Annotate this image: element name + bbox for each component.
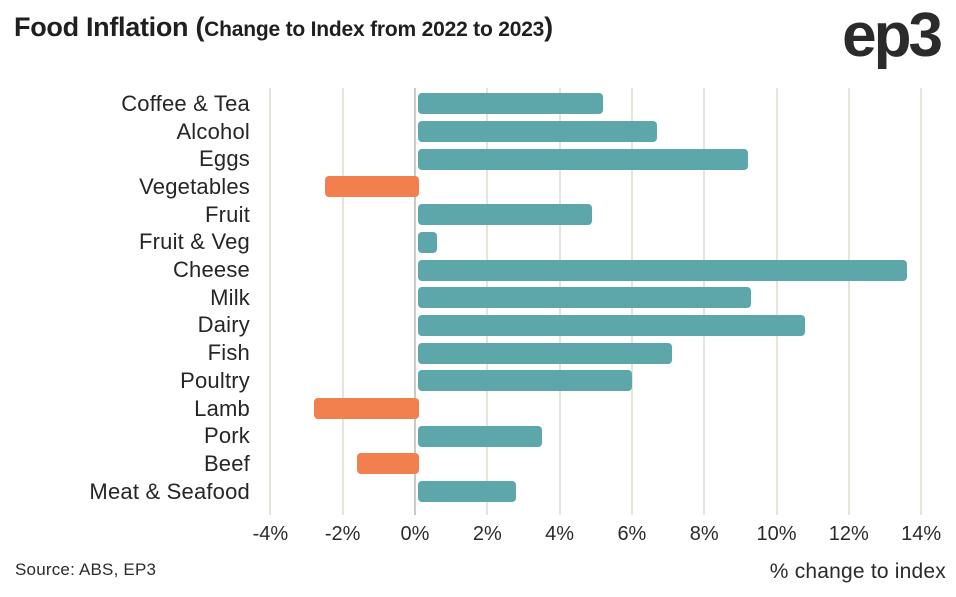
bar bbox=[418, 121, 658, 143]
source-caption: Source: ABS, EP3 bbox=[15, 560, 157, 579]
gridline bbox=[847, 88, 850, 515]
x-tick-label: 12% bbox=[828, 523, 869, 545]
gridline bbox=[269, 88, 272, 515]
bar bbox=[357, 453, 419, 475]
bar bbox=[418, 259, 907, 281]
gridline bbox=[920, 88, 923, 515]
x-tick-label: 14% bbox=[901, 523, 942, 545]
category-label: Lamb bbox=[194, 395, 250, 421]
gridline bbox=[341, 88, 344, 515]
category-label: Eggs bbox=[199, 146, 250, 172]
category-label: Fruit bbox=[205, 201, 250, 227]
bar bbox=[418, 425, 542, 447]
x-tick-label: 0% bbox=[400, 523, 430, 545]
bar bbox=[418, 342, 672, 364]
x-tick-label: 10% bbox=[756, 523, 797, 545]
bar bbox=[418, 370, 632, 392]
category-label: Pork bbox=[203, 423, 250, 449]
category-label: Alcohol bbox=[176, 118, 250, 144]
zero-gridline bbox=[414, 88, 416, 515]
bar bbox=[324, 176, 419, 198]
category-label: Beef bbox=[203, 450, 250, 476]
x-tick-label: 6% bbox=[617, 523, 647, 545]
page-title: Food Inflation (Change to Index from 202… bbox=[14, 12, 553, 43]
bar bbox=[418, 231, 437, 253]
category-label: Dairy bbox=[197, 312, 250, 338]
x-axis-label: % change to index bbox=[769, 560, 946, 583]
gridline bbox=[775, 88, 778, 515]
x-tick-label: -4% bbox=[252, 523, 289, 545]
category-label: Coffee & Tea bbox=[121, 90, 250, 116]
bar bbox=[418, 93, 603, 115]
category-label: Cheese bbox=[172, 257, 250, 283]
title-close-paren: ) bbox=[544, 12, 553, 42]
category-label: Vegetables bbox=[139, 173, 250, 199]
title-subtitle: Change to Index from 2022 to 2023 bbox=[204, 18, 545, 41]
title-main: Food Inflation ( bbox=[14, 12, 205, 42]
x-tick-label: 8% bbox=[689, 523, 719, 545]
category-label: Meat & Seafood bbox=[89, 478, 250, 504]
x-tick-label: 2% bbox=[472, 523, 502, 545]
category-label: Fruit & Veg bbox=[138, 229, 250, 255]
bar bbox=[418, 287, 752, 309]
ep3-logo: ep3 bbox=[842, 1, 943, 70]
bar bbox=[418, 204, 593, 226]
category-label: Fish bbox=[207, 340, 250, 366]
category-label: Milk bbox=[210, 284, 250, 310]
x-tick-label: -2% bbox=[324, 523, 361, 545]
category-label: Poultry bbox=[180, 367, 250, 393]
x-tick-label: 4% bbox=[545, 523, 575, 545]
bar bbox=[418, 314, 806, 336]
bar bbox=[418, 481, 517, 503]
bar bbox=[313, 398, 419, 420]
bar bbox=[418, 148, 748, 170]
